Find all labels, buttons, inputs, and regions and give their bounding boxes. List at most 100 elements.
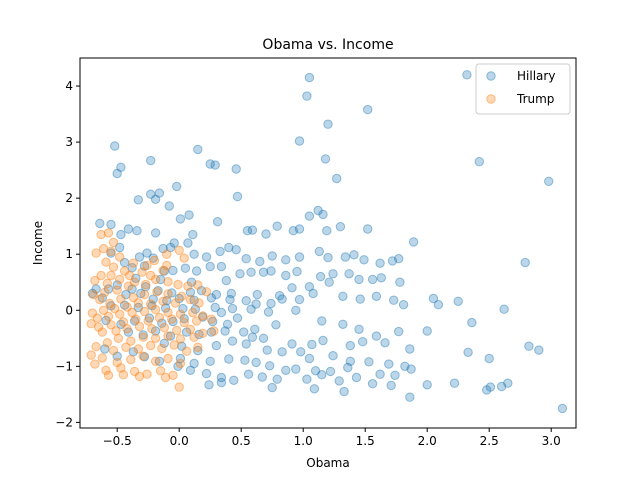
x-tick-label: −0.5 <box>103 434 132 448</box>
data-point <box>133 195 144 205</box>
data-point <box>150 194 161 205</box>
data-point <box>224 242 234 253</box>
data-point <box>139 306 150 317</box>
data-point <box>123 281 134 291</box>
y-tick-label: −2 <box>55 415 73 429</box>
data-point <box>428 293 439 304</box>
data-point <box>318 335 328 346</box>
chart-title: Obama vs. Income <box>262 37 393 53</box>
data-point <box>93 322 104 332</box>
data-point <box>272 221 282 231</box>
data-point <box>255 256 265 267</box>
data-point <box>324 277 334 287</box>
data-point <box>123 224 134 234</box>
data-point <box>405 392 415 402</box>
y-axis-label: Income <box>31 221 45 265</box>
data-point <box>363 104 373 115</box>
data-point <box>320 154 331 164</box>
data-point <box>338 319 348 329</box>
data-point <box>159 338 170 348</box>
data-point <box>146 189 156 199</box>
y-tick-label: 2 <box>65 191 73 205</box>
data-point <box>175 309 186 319</box>
data-point <box>106 246 116 257</box>
data-point <box>323 119 333 129</box>
data-point <box>134 321 145 332</box>
data-point <box>154 312 165 323</box>
data-point <box>189 295 199 305</box>
data-point <box>339 386 349 397</box>
data-point <box>155 274 166 285</box>
data-point <box>163 277 173 287</box>
data-point <box>116 363 126 373</box>
data-point <box>116 294 126 304</box>
x-tick-label: 1.0 <box>294 434 313 448</box>
data-point <box>142 248 152 258</box>
data-point <box>165 331 176 341</box>
x-tick-label: 3.0 <box>542 434 561 448</box>
data-point <box>98 305 109 315</box>
data-point <box>112 351 122 361</box>
data-point <box>211 340 222 351</box>
data-point <box>262 345 272 355</box>
data-point <box>144 313 155 323</box>
data-point <box>128 347 139 357</box>
data-point <box>390 370 400 380</box>
data-point <box>287 283 297 293</box>
data-point <box>198 312 208 322</box>
data-point <box>142 260 152 271</box>
data-point <box>351 372 362 383</box>
data-point <box>91 248 101 258</box>
data-point <box>345 356 355 366</box>
data-point <box>325 366 336 377</box>
data-point <box>496 381 507 392</box>
data-point <box>216 377 227 388</box>
data-point <box>191 316 202 326</box>
x-tick-label: 1.5 <box>356 434 375 448</box>
data-point <box>294 294 305 305</box>
data-point <box>184 210 194 220</box>
data-point <box>169 340 179 350</box>
data-point <box>281 255 291 265</box>
data-point <box>294 252 305 262</box>
y-tick-label: 4 <box>65 79 73 93</box>
x-tick-label: 0.0 <box>170 434 189 448</box>
data-point <box>221 275 232 286</box>
data-point <box>355 294 365 304</box>
data-point <box>165 242 176 253</box>
data-point <box>394 254 404 264</box>
data-point <box>338 291 348 301</box>
data-point <box>304 282 315 292</box>
data-point <box>482 385 492 395</box>
data-point <box>354 324 364 334</box>
data-point <box>158 265 168 276</box>
data-point <box>175 353 186 364</box>
data-point <box>274 291 285 301</box>
data-point <box>190 304 201 314</box>
series-trump <box>86 228 219 392</box>
data-point <box>384 359 394 369</box>
data-point <box>191 266 202 276</box>
data-point <box>103 370 114 380</box>
data-point <box>216 307 227 318</box>
data-point <box>335 222 346 232</box>
data-point <box>246 267 256 277</box>
data-point <box>150 326 161 336</box>
data-point <box>103 284 114 294</box>
data-point <box>90 275 100 286</box>
legend-box <box>475 63 571 115</box>
y-axis: −2 −1 0 1 2 3 4 <box>55 79 80 429</box>
data-point <box>146 270 156 281</box>
data-point <box>232 313 243 323</box>
data-point <box>433 300 444 310</box>
plot-frame <box>79 57 577 429</box>
data-point <box>216 261 227 272</box>
data-point <box>141 279 151 290</box>
data-point <box>101 315 111 326</box>
data-point <box>173 279 183 290</box>
data-point <box>150 305 161 315</box>
data-point <box>152 287 162 297</box>
data-point <box>175 358 186 369</box>
data-point <box>241 254 251 264</box>
data-point <box>159 323 170 333</box>
